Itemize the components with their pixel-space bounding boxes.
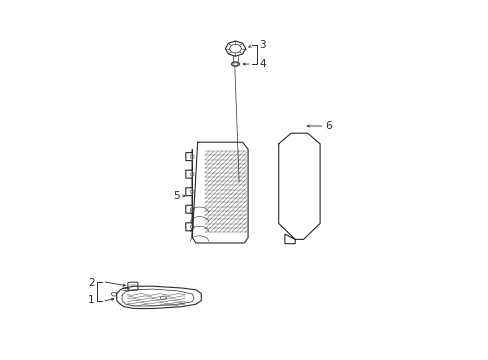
Text: 1: 1 [87,294,94,305]
Text: 3: 3 [259,40,265,50]
Text: 4: 4 [259,59,265,69]
Text: 6: 6 [325,121,332,131]
Text: 5: 5 [173,191,179,201]
Text: 2: 2 [87,278,94,288]
